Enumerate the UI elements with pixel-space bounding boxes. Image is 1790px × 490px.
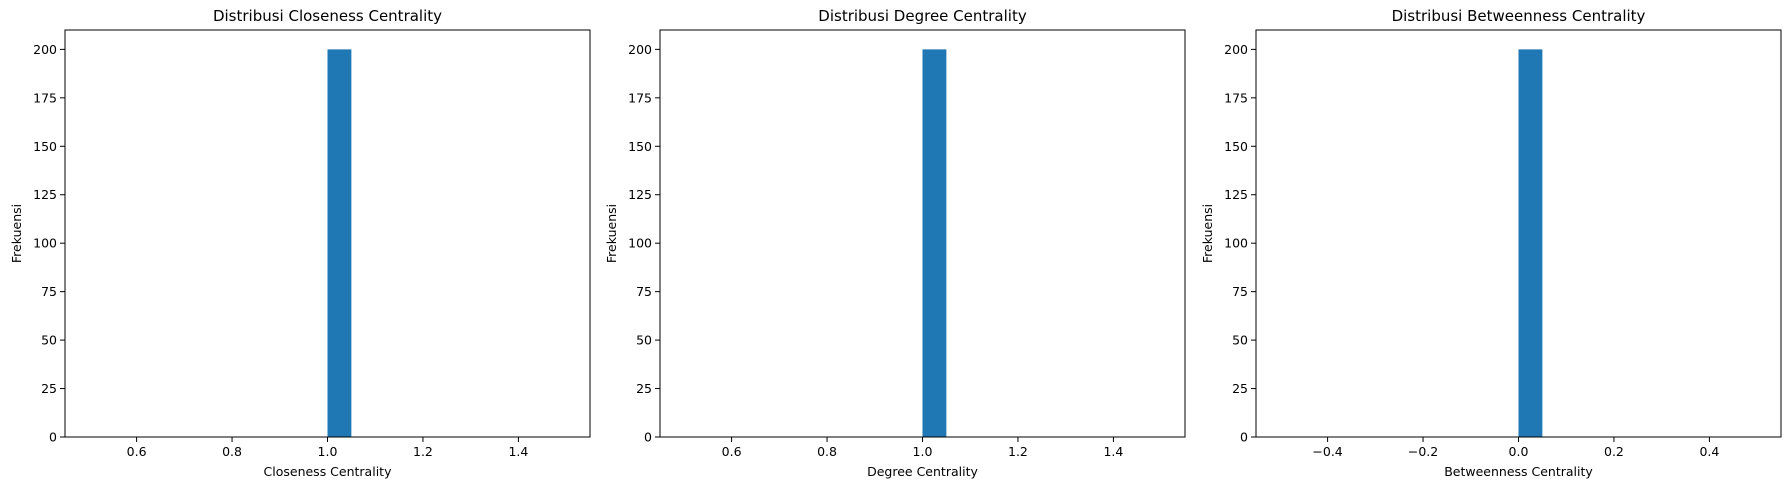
chart-panel-3: −0.4 −0.2 0.0 0.2 0.4 0 25 50 75 100 125 150 175 200 D… <box>1200 7 1782 479</box>
y-tick-label: 50 <box>636 333 652 348</box>
y-tick-label: 100 <box>1224 236 1248 251</box>
chart-title: Distribusi Degree Centrality <box>818 7 1027 25</box>
x-tick-label: 0.6 <box>127 444 147 459</box>
y-tick-label: 150 <box>1224 139 1248 154</box>
y-tick-label: 100 <box>33 236 57 251</box>
y-axis-label: Frekuensi <box>9 204 24 263</box>
x-axis-label: Degree Centrality <box>867 464 978 479</box>
x-tick-label: 0.8 <box>817 444 837 459</box>
y-tick-label: 50 <box>1232 333 1248 348</box>
y-tick-label: 125 <box>628 187 652 202</box>
y-tick-label: 175 <box>628 90 652 105</box>
chart-panel-1: 0.6 0.8 1.0 1.2 1.4 0 25 50 75 100 125 150 175 200 Dis… <box>9 7 591 479</box>
y-tick-label: 200 <box>33 42 57 57</box>
y-tick-label: 75 <box>1232 284 1248 299</box>
y-tick-label: 25 <box>636 381 652 396</box>
y-tick-label: 0 <box>1240 430 1248 445</box>
y-tick-label: 125 <box>1224 187 1248 202</box>
chart-title: Distribusi Betweenness Centrality <box>1392 7 1646 25</box>
chart-title: Distribusi Closeness Centrality <box>213 7 442 25</box>
x-tick-label: 1.4 <box>1103 444 1123 459</box>
y-tick-label: 150 <box>628 139 652 154</box>
y-axis-label: Frekuensi <box>604 204 619 263</box>
histogram-bar <box>1518 49 1543 437</box>
x-tick-label: 1.4 <box>508 444 528 459</box>
y-tick-label: 75 <box>636 284 652 299</box>
x-axis-label: Betweenness Centrality <box>1444 464 1593 479</box>
x-tick-label: 1.0 <box>913 444 933 459</box>
x-tick-label: 1.2 <box>1008 444 1028 459</box>
x-tick-label: 0.4 <box>1699 444 1719 459</box>
x-tick-label: 0.8 <box>222 444 242 459</box>
histogram-bar <box>922 49 947 437</box>
y-tick-label: 125 <box>33 187 57 202</box>
y-tick-label: 150 <box>33 139 57 154</box>
x-tick-label: −0.2 <box>1408 444 1438 459</box>
y-tick-label: 50 <box>41 333 57 348</box>
x-tick-label: 0.0 <box>1509 444 1529 459</box>
y-tick-label: 25 <box>1232 381 1248 396</box>
y-tick-label: 200 <box>1224 42 1248 57</box>
x-tick-label: 0.2 <box>1604 444 1624 459</box>
y-tick-label: 100 <box>628 236 652 251</box>
x-tick-label: 1.2 <box>413 444 433 459</box>
y-tick-label: 200 <box>628 42 652 57</box>
x-tick-label: 1.0 <box>318 444 338 459</box>
y-axis-label: Frekuensi <box>1200 204 1215 263</box>
x-tick-label: 0.6 <box>722 444 742 459</box>
x-axis-label: Closeness Centrality <box>264 464 393 479</box>
x-tick-label: −0.4 <box>1312 444 1342 459</box>
histogram-bar <box>327 49 352 437</box>
y-tick-label: 0 <box>644 430 652 445</box>
y-tick-label: 175 <box>1224 90 1248 105</box>
y-tick-label: 25 <box>41 381 57 396</box>
chart-panel-2: 0.6 0.8 1.0 1.2 1.4 0 25 50 75 100 125 150 175 200 Dis… <box>604 7 1186 479</box>
y-tick-label: 175 <box>33 90 57 105</box>
y-tick-label: 75 <box>41 284 57 299</box>
y-tick-label: 0 <box>49 430 57 445</box>
